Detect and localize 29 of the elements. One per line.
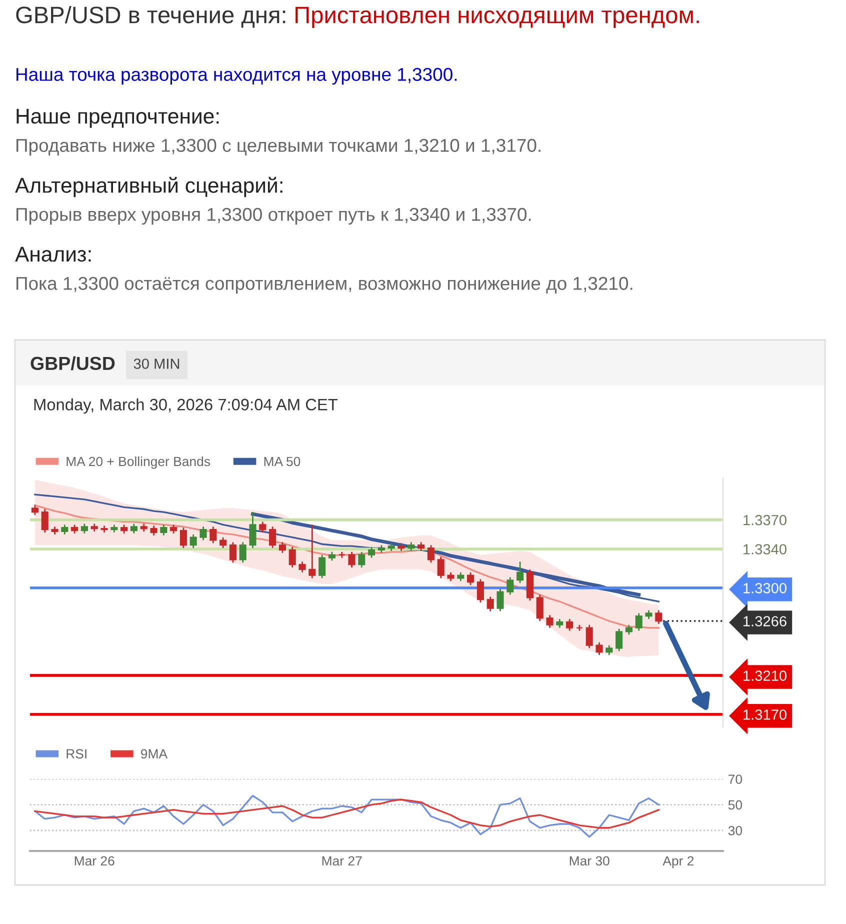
- y-tick-label: 70: [728, 774, 742, 784]
- x-tick-label: Mar 30: [570, 856, 610, 866]
- text: Наше предпочтение:: [16, 108, 219, 128]
- text: Прорыв вверх уровня 1,3300 откроет путь к 1,3340 и 1,3370.: [16, 208, 531, 225]
- text: Продавать ниже 1,3300 с целевыми точками 1,3210 и 1,3170.: [16, 138, 540, 156]
- legend-label: MA 50: [264, 456, 300, 466]
- y-tick-label: 1.3266: [744, 616, 786, 626]
- y-tick-label: 1.3210: [744, 670, 786, 681]
- text: Пристановлен нисходящим трендом.: [296, 6, 699, 28]
- y-tick-label: 30: [728, 826, 742, 836]
- y-tick-label: 1.3300: [744, 583, 786, 594]
- legend-label: RSI: [66, 749, 86, 759]
- x-tick-label: Apr 2: [662, 856, 694, 868]
- text: Пока 1,3300 остаётся сопротивлением, возможно понижение до 1,3210.: [16, 276, 632, 294]
- text: GBP/USD в течение дня:: [16, 6, 286, 28]
- text: Анализ:: [15, 246, 91, 262]
- chart-subtitle: 30 MIN: [134, 358, 180, 369]
- text: Наша точка разворота находится на уровне 1,3300.: [16, 68, 457, 85]
- legend-label: 9MA: [141, 749, 168, 759]
- text: Monday, March 30, 2026 7:09:04 AM CET: [34, 398, 338, 414]
- legend-label: MA 20 + Bollinger Bands: [66, 456, 210, 469]
- y-tick-label: 50: [728, 800, 742, 810]
- y-tick-label: 1.3370: [744, 514, 786, 526]
- x-tick-label: Mar 27: [322, 856, 362, 866]
- chart-title: GBP/USD: [30, 356, 115, 370]
- y-tick-label: 1.3340: [744, 544, 786, 554]
- y-tick-label: 1.3170: [744, 709, 786, 720]
- text: Альтернативный сценарий:: [15, 176, 282, 198]
- x-tick-label: Mar 26: [74, 856, 114, 866]
